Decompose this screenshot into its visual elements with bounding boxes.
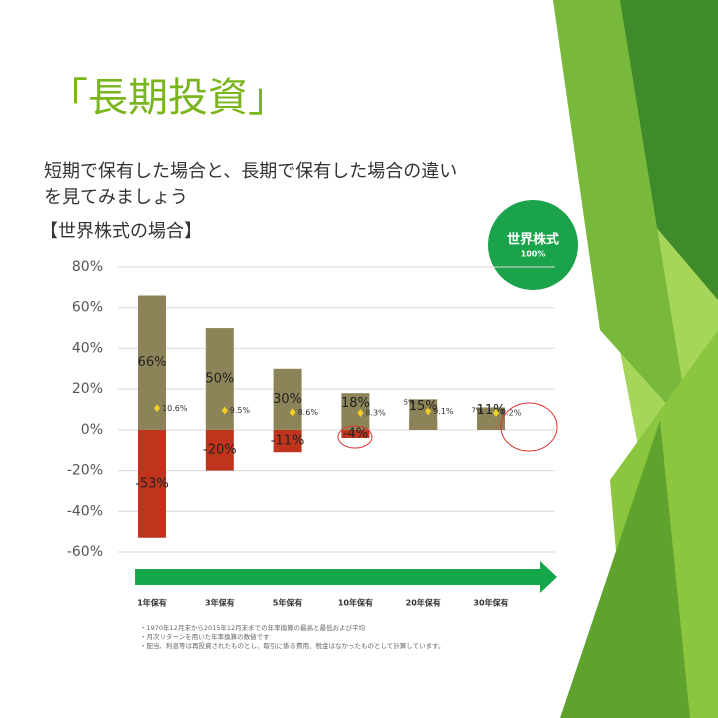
bar-min — [205, 429, 234, 471]
average-marker — [221, 406, 228, 415]
decor — [553, 0, 690, 430]
value-label: 7% — [471, 406, 482, 414]
x-tick-label: 20年保有 — [406, 598, 441, 608]
x-tick-label: 3年保有 — [205, 598, 235, 608]
value-label: 8.3% — [365, 408, 386, 417]
highlight-circle — [337, 425, 373, 449]
bar-max — [341, 393, 370, 430]
x-tick-label: 1年保有 — [137, 598, 167, 608]
highlight-circle — [500, 402, 558, 452]
bar-max — [138, 295, 166, 430]
average-marker — [289, 408, 296, 417]
footnote: ・配当、利息等は再投資されたものとし、取引に係る費用、税金はなかったものとして計… — [140, 641, 444, 650]
bar-max — [273, 368, 302, 430]
average-marker — [154, 404, 160, 413]
bar-min — [273, 429, 302, 453]
y-tick-label: 60% — [72, 300, 103, 316]
x-tick-label: 30年保有 — [473, 598, 508, 608]
subtitle: を見てみましょう — [44, 187, 188, 208]
badge-label: 世界株式 — [507, 232, 559, 248]
value-label: 9.5% — [230, 406, 251, 415]
bar-max — [205, 328, 234, 430]
average-marker — [425, 407, 432, 416]
footnote: ・月次リターンを用いた年率換算の数値です — [140, 632, 270, 641]
subtitle: 短期で保有した場合と、長期で保有した場合の違い — [44, 161, 457, 182]
badge-sub: 100% — [521, 250, 546, 259]
value-label: 9.1% — [433, 407, 454, 416]
value-label: 5% — [404, 398, 415, 406]
chart-title: 【世界株式の場合】 — [40, 221, 202, 242]
value-label: -53% — [135, 476, 169, 491]
slide-title: 「長期投資」 — [48, 75, 288, 121]
arrow — [135, 561, 557, 593]
value-label: 10.6% — [162, 404, 188, 413]
value-label: 66% — [138, 355, 167, 370]
value-label: 50% — [205, 371, 234, 386]
average-marker — [357, 408, 364, 417]
y-tick-label: 0% — [81, 422, 103, 438]
value-label: 18% — [341, 396, 370, 411]
x-tick-label: 10年保有 — [338, 598, 373, 608]
value-label: -20% — [203, 443, 237, 458]
bar-min — [341, 429, 370, 438]
value-label: 30% — [273, 392, 302, 407]
y-tick-label: -60% — [67, 544, 103, 560]
y-tick-label: 20% — [72, 381, 103, 397]
value-label: 8.2% — [501, 409, 522, 418]
x-tick-label: 5年保有 — [273, 598, 303, 608]
value-label: -4% — [343, 426, 368, 441]
footnote: ・1970年12月末から2015年12月末までの年率換算の最高と最低および平均 — [140, 623, 366, 632]
value-label: -11% — [271, 434, 305, 449]
y-tick-label: -40% — [67, 503, 103, 519]
bar-min — [138, 429, 166, 538]
average-marker — [493, 409, 499, 418]
y-tick-label: 40% — [72, 340, 103, 356]
value-label: 8.6% — [298, 408, 319, 417]
value-label: 11% — [477, 403, 506, 418]
y-tick-label: 80% — [72, 259, 103, 275]
bar-max — [409, 399, 438, 430]
y-tick-label: -20% — [67, 463, 103, 479]
decor — [560, 420, 690, 718]
